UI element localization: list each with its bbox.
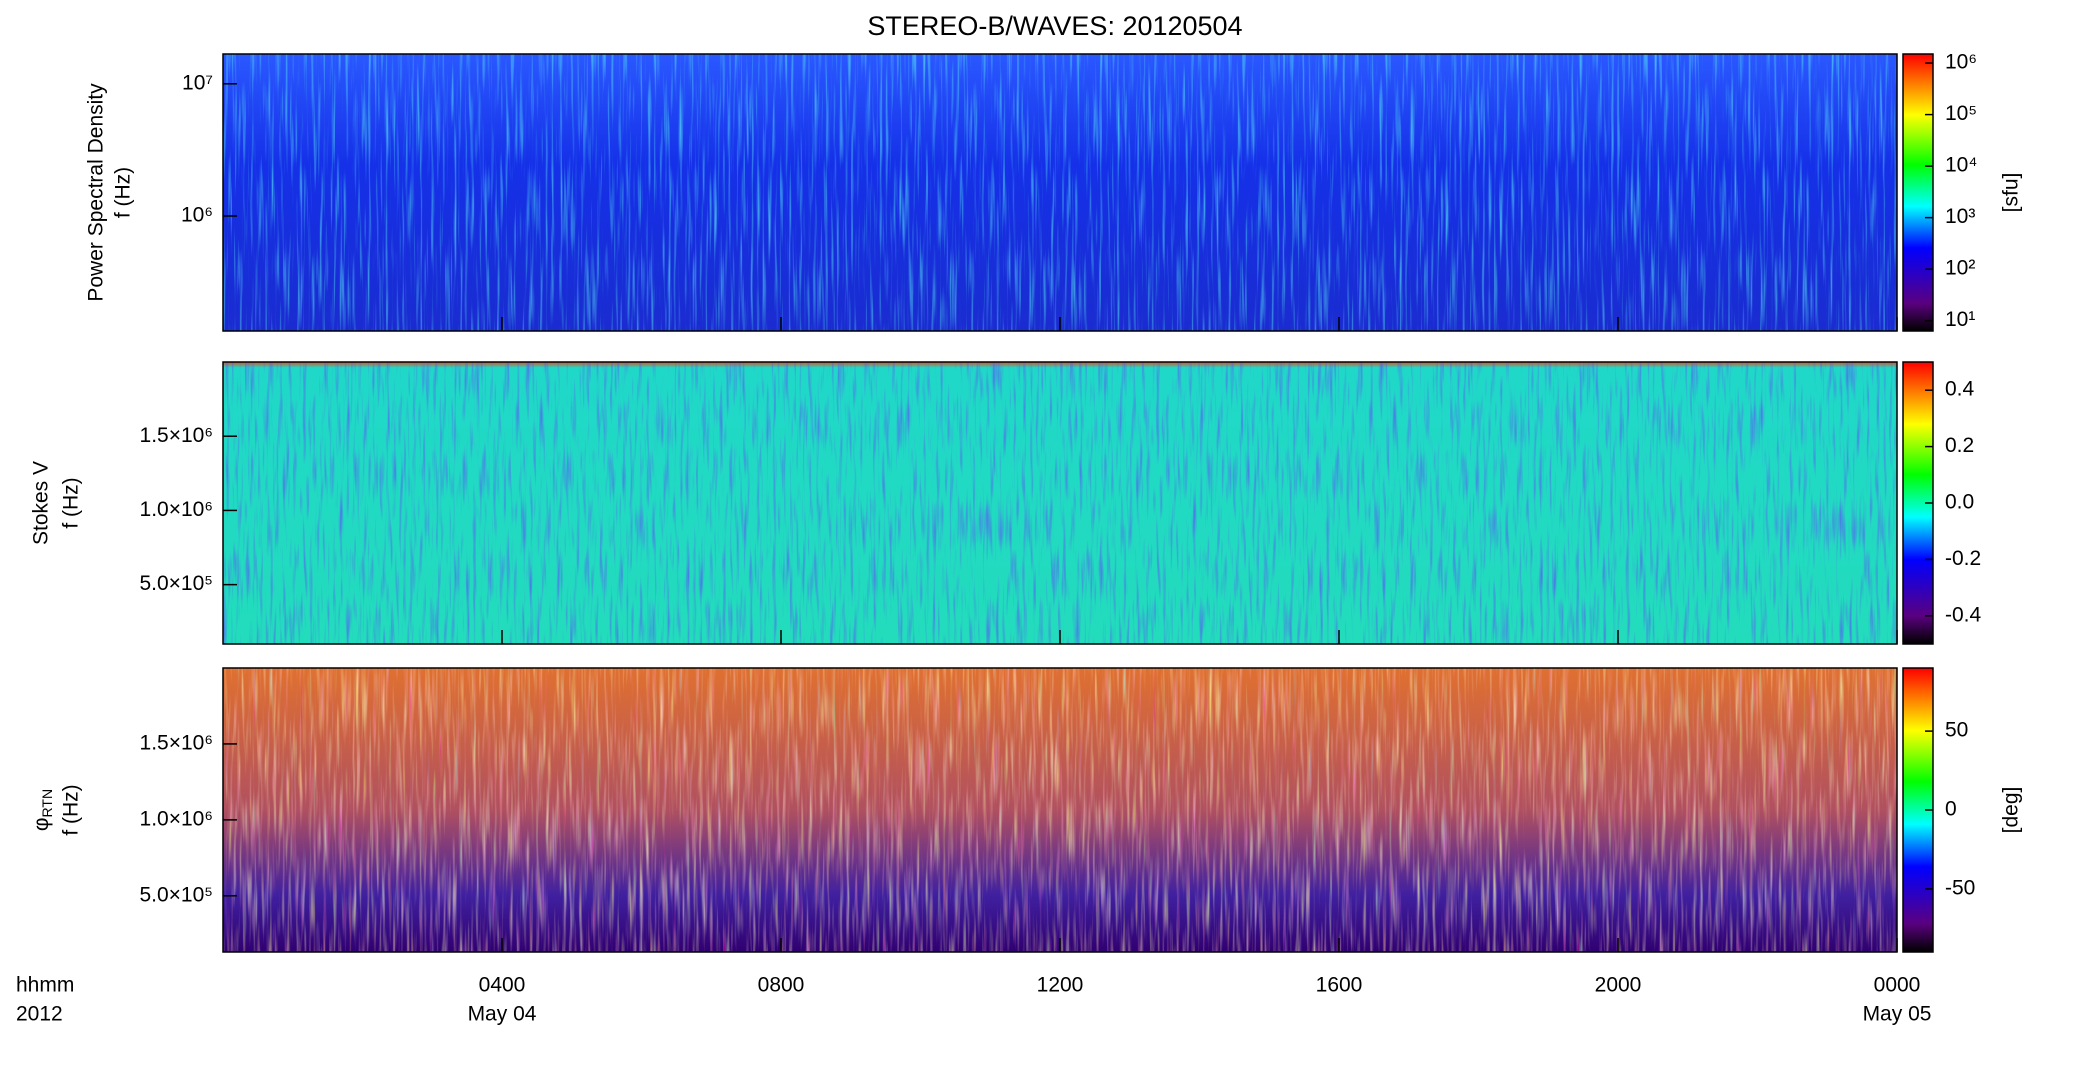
colorbar-tick-label: -50 (1945, 876, 1975, 899)
colorbar-tick-label: 0.2 (1945, 434, 1974, 457)
y-tick-label: 1.5×10⁶ (140, 424, 213, 447)
corner-label: hhmm (16, 974, 74, 997)
x-tick-label: 1200 (1037, 974, 1084, 997)
x-tick-label: 0400 (479, 974, 526, 997)
y-axis-label-symbol: φ (30, 817, 53, 831)
colorbar (1902, 53, 1934, 332)
colorbar-label: [sfu] (2000, 173, 2023, 213)
colorbar-tick-label: -0.2 (1945, 547, 1981, 570)
y-axis-label-subscript: RTN (39, 789, 55, 818)
colorbar-tick-label: 10³ (1945, 205, 1975, 228)
corner-label: 2012 (16, 1003, 63, 1026)
colorbar-tick-label: 10⁵ (1945, 102, 1977, 125)
y-axis-label: φRTN (30, 789, 55, 831)
colorbar-tick-label: 0.0 (1945, 491, 1974, 514)
y-axis-label: f (Hz) (112, 167, 135, 218)
title: STEREO-B/WAVES: 20120504 (867, 11, 1242, 41)
colorbar-tick-label: 0.4 (1945, 378, 1975, 401)
y-axis-label: f (Hz) (60, 477, 83, 528)
y-tick-label: 10⁶ (181, 204, 213, 227)
colorbar-tick-label: 10¹ (1945, 308, 1975, 331)
colorbar-tick-label: 10⁴ (1945, 154, 1977, 177)
y-axis-label: Stokes V (30, 461, 53, 545)
colorbar-label: [deg] (2000, 787, 2023, 834)
y-tick-label: 10⁷ (182, 71, 213, 94)
x-date-label: May 05 (1863, 1003, 1932, 1026)
y-axis-label: Power Spectral Density (85, 83, 108, 302)
spectrogram-texture (223, 54, 1897, 331)
colorbar-tick-label: 0 (1945, 798, 1957, 821)
colorbar-tick-label: 10⁶ (1945, 51, 1977, 74)
x-tick-label: 1600 (1316, 974, 1363, 997)
y-tick-label: 5.0×10⁵ (139, 883, 213, 906)
spectrogram-texture (223, 362, 1897, 644)
x-date-label: May 04 (468, 1003, 537, 1026)
spectrogram-texture (223, 668, 1897, 952)
colorbar-tick-label: 10² (1945, 257, 1975, 280)
y-tick-label: 5.0×10⁵ (139, 572, 213, 595)
y-tick-label: 1.0×10⁶ (140, 807, 213, 830)
y-tick-label: 1.0×10⁶ (140, 498, 213, 521)
x-tick-label: 0000 (1874, 974, 1921, 997)
y-axis-label: f (Hz) (60, 784, 83, 835)
x-tick-label: 2000 (1595, 974, 1642, 997)
colorbar-tick-label: 50 (1945, 719, 1968, 742)
colorbar-tick-label: -0.4 (1945, 603, 1982, 626)
y-tick-label: 1.5×10⁶ (140, 731, 213, 754)
x-tick-label: 0800 (758, 974, 805, 997)
colorbar (1902, 361, 1934, 645)
